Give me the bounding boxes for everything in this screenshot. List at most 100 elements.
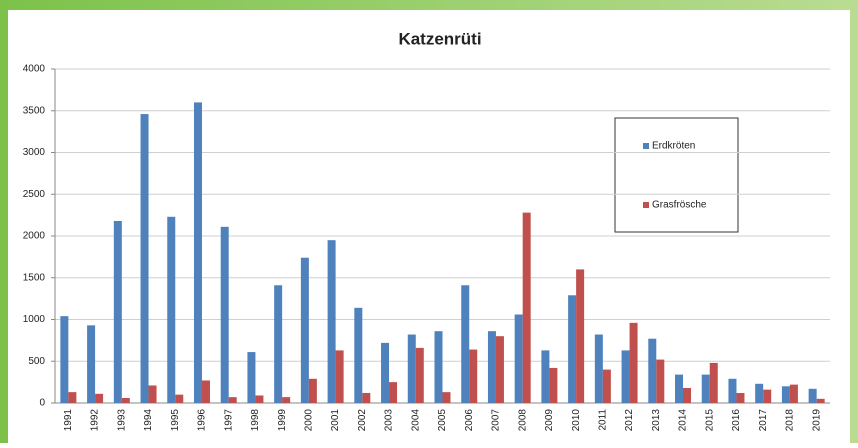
x-tick-label: 2005 <box>437 409 448 432</box>
legend-box <box>614 117 739 233</box>
bar <box>220 226 229 403</box>
bar <box>629 322 638 403</box>
bar <box>140 114 149 403</box>
bar <box>300 257 309 403</box>
legend-swatch <box>643 202 649 208</box>
frame-top <box>0 0 858 10</box>
x-tick-label: 1998 <box>250 409 261 432</box>
bar <box>68 392 77 403</box>
x-tick-label: 2003 <box>384 409 395 432</box>
bar <box>789 384 798 403</box>
bar <box>621 350 630 403</box>
x-tick-label: 2007 <box>491 409 502 432</box>
bar <box>469 349 478 403</box>
legend-label: Grasfrösche <box>652 200 707 211</box>
legend-label: Erdkröten <box>652 141 695 152</box>
x-tick-label: 2009 <box>544 409 555 432</box>
x-tick-label: 2018 <box>785 409 796 432</box>
bar <box>495 336 504 403</box>
chart-title: Katzenrüti <box>398 29 481 48</box>
x-tick-label: 2001 <box>330 409 341 432</box>
bar <box>335 350 344 403</box>
bar <box>362 392 371 403</box>
x-tick-label: 1999 <box>277 409 288 432</box>
bar <box>461 285 470 403</box>
bar <box>675 374 684 403</box>
frame-right <box>850 0 858 443</box>
x-tick-label: 1996 <box>197 409 208 432</box>
bar <box>201 380 210 403</box>
bar <box>327 240 336 403</box>
y-tick-label: 3000 <box>23 147 46 158</box>
bar <box>407 334 416 403</box>
x-tick-label: 2012 <box>624 409 635 432</box>
bar <box>381 342 390 403</box>
bar <box>541 350 550 403</box>
bar <box>763 389 772 403</box>
bar <box>816 398 825 403</box>
legend-swatch <box>643 143 649 149</box>
y-tick-label: 500 <box>28 356 45 367</box>
x-tick-label: 2008 <box>517 409 528 432</box>
bar <box>728 378 737 403</box>
y-tick-label: 3500 <box>23 105 46 116</box>
bar <box>87 325 96 403</box>
x-tick-label: 2011 <box>597 409 608 431</box>
x-tick-label: 1993 <box>116 409 127 432</box>
x-tick-label: 2014 <box>678 409 689 432</box>
bar <box>576 269 585 403</box>
bar <box>60 316 69 403</box>
bar <box>487 331 496 403</box>
bar <box>709 362 718 403</box>
y-tick-label: 2000 <box>23 231 46 242</box>
bar <box>148 385 157 403</box>
bar <box>228 397 237 403</box>
x-tick-label: 2006 <box>464 409 475 432</box>
bar <box>808 388 817 403</box>
x-tick-label: 1997 <box>223 409 234 432</box>
bar <box>95 393 104 403</box>
x-tick-label: 2017 <box>758 409 769 432</box>
bar <box>247 352 256 403</box>
x-tick-label: 2019 <box>811 409 822 432</box>
x-tick-label: 2000 <box>304 409 315 432</box>
y-tick-label: 1000 <box>23 314 46 325</box>
bar <box>167 216 176 403</box>
bar <box>175 394 184 403</box>
x-tick-label: 2016 <box>731 409 742 432</box>
y-tick-label: 4000 <box>23 64 46 75</box>
x-tick-label: 2004 <box>410 409 421 432</box>
bar <box>354 307 363 403</box>
x-tick-label: 2013 <box>651 409 662 432</box>
x-tick-label: 1992 <box>90 409 101 432</box>
bar <box>602 369 611 403</box>
bar <box>648 338 657 403</box>
bar <box>656 359 665 403</box>
bar <box>736 392 745 403</box>
bar <box>193 102 202 404</box>
bar <box>282 397 291 403</box>
bar <box>594 334 603 403</box>
bar <box>549 367 558 403</box>
bar <box>755 383 764 403</box>
bar <box>522 212 531 403</box>
bar <box>442 392 451 403</box>
bar <box>568 295 577 403</box>
x-tick-label: 2010 <box>571 409 582 432</box>
bar <box>781 386 790 403</box>
frame-left <box>0 0 8 443</box>
bar <box>255 395 264 403</box>
bar <box>113 220 122 403</box>
y-tick-label: 0 <box>39 398 45 409</box>
bar <box>514 314 523 403</box>
y-tick-label: 1500 <box>23 272 46 283</box>
x-tick-label: 2015 <box>704 409 715 432</box>
bar <box>274 285 283 403</box>
bar <box>389 382 398 403</box>
bar <box>683 387 692 403</box>
x-tick-label: 2002 <box>357 409 368 432</box>
x-tick-label: 1995 <box>170 409 181 432</box>
bar <box>434 331 443 403</box>
bar <box>415 347 424 403</box>
bar <box>701 374 710 403</box>
